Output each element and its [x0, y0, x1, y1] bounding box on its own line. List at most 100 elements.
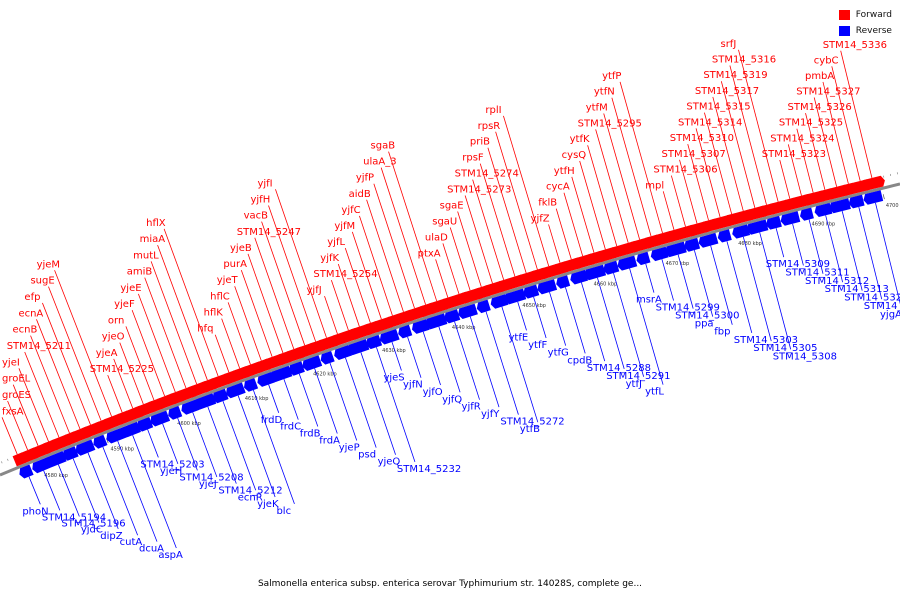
gene-label-stm14-5323[interactable]: STM14_5323 — [762, 149, 826, 160]
gene-arrow-srfj[interactable] — [770, 199, 791, 215]
gene-label-efp[interactable]: efp — [24, 292, 40, 303]
gene-label-mpl[interactable]: mpl — [645, 180, 664, 191]
gene-arrow-yjep[interactable] — [320, 351, 335, 365]
gene-label-ytfj[interactable]: ytfJ — [626, 379, 642, 390]
gene-label-stm14-5324[interactable]: STM14_5324 — [770, 133, 834, 144]
gene-label-vacb[interactable]: vacB — [244, 211, 269, 222]
gene-label-stm14-5299[interactable]: STM14_5299 — [656, 303, 720, 314]
gene-label-yjep[interactable]: yjeP — [339, 443, 360, 454]
gene-label-dipz[interactable]: dipZ — [100, 531, 122, 542]
gene-arrow-stm14-5309[interactable] — [766, 215, 782, 230]
gene-arrow-yjek[interactable] — [225, 382, 246, 399]
gene-label-stm14-5273[interactable]: STM14_5273 — [447, 185, 511, 196]
gene-arrow-dcua[interactable] — [106, 428, 125, 444]
gene-arrow-yjfo[interactable] — [412, 319, 430, 334]
gene-label-mutl[interactable]: mutL — [133, 250, 159, 261]
gene-label-yjeb[interactable]: yjeB — [230, 243, 252, 254]
gene-arrow-stm14-5291[interactable] — [584, 264, 607, 281]
gene-label-stm14-5291[interactable]: STM14_5291 — [606, 371, 670, 382]
gene-arrow-ytff[interactable] — [523, 284, 540, 299]
gene-label-sgau[interactable]: sgaU — [432, 216, 457, 227]
gene-label-sgae[interactable]: sgaE — [440, 201, 464, 212]
gene-arrow-stm14-5303[interactable] — [717, 229, 732, 243]
gene-arrow-yjfr[interactable] — [444, 309, 461, 324]
gene-arrow-stm14-5311[interactable] — [780, 211, 801, 226]
gene-arrow-ytfe[interactable] — [504, 288, 527, 305]
gene-label-ytfg[interactable]: ytfG — [548, 348, 569, 359]
gene-label-stm14-5300[interactable]: STM14_5300 — [675, 311, 739, 322]
gene-label-msra[interactable]: msrA — [636, 295, 662, 306]
gene-arrow-yjdc[interactable] — [62, 446, 79, 461]
gene-arrow-cpdb[interactable] — [556, 275, 571, 289]
gene-label-stm14-5319[interactable]: STM14_5319 — [703, 70, 767, 81]
gene-label-stm14-5295[interactable]: STM14_5295 — [578, 118, 642, 129]
gene-label-yjfh[interactable]: yjfH — [250, 194, 270, 205]
gene-label-suge[interactable]: sugE — [30, 276, 54, 287]
gene-arrow-stm14-5305[interactable] — [732, 224, 751, 239]
gene-label-yjfn[interactable]: yjfN — [403, 380, 423, 391]
gene-label-fbp[interactable]: fbp — [714, 327, 730, 338]
gene-label-ecna[interactable]: ecnA — [18, 308, 43, 319]
gene-arrow-yjeq[interactable] — [347, 339, 370, 356]
gene-arrow-hflx[interactable] — [210, 373, 231, 390]
gene-label-stm14-5321[interactable]: STM14_5321 — [864, 301, 900, 312]
gene-label-stm14-5274[interactable]: STM14_5274 — [455, 169, 519, 180]
gene-arrow-ytfj[interactable] — [603, 260, 620, 275]
gene-label-groes[interactable]: groES — [2, 390, 31, 401]
gene-arrow-yjeh[interactable] — [150, 410, 171, 427]
gene-label-stm14-5203[interactable]: STM14_5203 — [140, 459, 204, 470]
gene-label-ulad[interactable]: ulaD — [425, 232, 448, 243]
gene-label-ytfk[interactable]: ytfK — [570, 134, 590, 145]
gene-arrow-stm14-5323[interactable] — [785, 197, 799, 211]
gene-label-cpdb[interactable]: cpdB — [567, 355, 592, 366]
gene-label-yjfy[interactable]: yjfY — [481, 409, 500, 420]
gene-arrow-ytfl[interactable] — [617, 255, 638, 271]
gene-label-fklb[interactable]: fklB — [538, 198, 557, 209]
gene-label-yjfp[interactable]: yjfP — [356, 173, 374, 184]
gene-label-stm14-5326[interactable]: STM14_5326 — [788, 102, 852, 113]
gene-label-hflc[interactable]: hflC — [210, 291, 230, 302]
gene-arrow-yjfm[interactable] — [373, 316, 394, 333]
gene-label-stm14-5288[interactable]: STM14_5288 — [587, 363, 651, 374]
gene-label-yjeq[interactable]: yjeQ — [378, 457, 401, 468]
gene-label-sgab[interactable]: sgaB — [371, 141, 396, 152]
gene-label-rpsr[interactable]: rpsR — [478, 121, 501, 132]
gene-arrow-frda[interactable] — [302, 355, 323, 371]
gene-label-yjei[interactable]: yjeI — [2, 357, 20, 368]
gene-arrow-stm14-5313[interactable] — [814, 202, 833, 217]
gene-arrow-yjga[interactable] — [863, 190, 884, 205]
gene-label-yjem[interactable]: yjeM — [37, 259, 60, 270]
gene-arrow-sgab[interactable] — [429, 298, 449, 314]
gene-label-amib[interactable]: amiB — [127, 267, 153, 278]
gene-label-yjeh[interactable]: yjeH — [160, 466, 182, 477]
gene-label-stm14-5211[interactable]: STM14_5211 — [7, 341, 71, 352]
gene-label-orn[interactable]: orn — [108, 315, 124, 326]
gene-arrow-stm14-5272[interactable] — [476, 299, 491, 314]
gene-arrow-frdd[interactable] — [257, 371, 276, 387]
gene-label-stm14-5327[interactable]: STM14_5327 — [796, 87, 860, 98]
gene-arrow-psd[interactable] — [334, 345, 353, 360]
gene-label-prib[interactable]: priB — [470, 137, 490, 148]
gene-arrow-ytfg[interactable] — [537, 279, 558, 295]
gene-arrow-frdc[interactable] — [270, 365, 293, 383]
gene-arrow-stm14-5308[interactable] — [746, 219, 769, 235]
gene-arrow-pmba[interactable] — [843, 182, 858, 196]
gene-label-stm14-5314[interactable]: STM14_5314 — [678, 117, 742, 128]
gene-label-ytfl[interactable]: ytfL — [645, 387, 664, 398]
gene-label-yjfm[interactable]: yjfM — [334, 221, 355, 232]
gene-label-stm14-5208[interactable]: STM14_5208 — [179, 472, 243, 483]
gene-arrow-yjej[interactable] — [181, 399, 200, 415]
gene-arrow-fbp[interactable] — [698, 232, 719, 248]
gene-arrow-stm14-5208[interactable] — [168, 405, 183, 420]
gene-arrow-stm14-5203[interactable] — [137, 417, 154, 432]
gene-arrow-phon[interactable] — [19, 464, 34, 479]
gene-arrow-yjes[interactable] — [379, 329, 400, 345]
gene-label-stm14-5272[interactable]: STM14_5272 — [500, 417, 564, 428]
gene-arrow-yjfi[interactable] — [319, 335, 339, 351]
gene-arrow-ecnr[interactable] — [212, 388, 229, 404]
gene-arrow-aspa[interactable] — [119, 421, 142, 439]
gene-arrow-msra[interactable] — [636, 251, 651, 266]
gene-label-yjfo[interactable]: yjfO — [423, 387, 443, 398]
gene-label-stm14-5232[interactable]: STM14_5232 — [397, 464, 461, 475]
gene-label-yjfr[interactable]: yjfR — [462, 402, 481, 413]
